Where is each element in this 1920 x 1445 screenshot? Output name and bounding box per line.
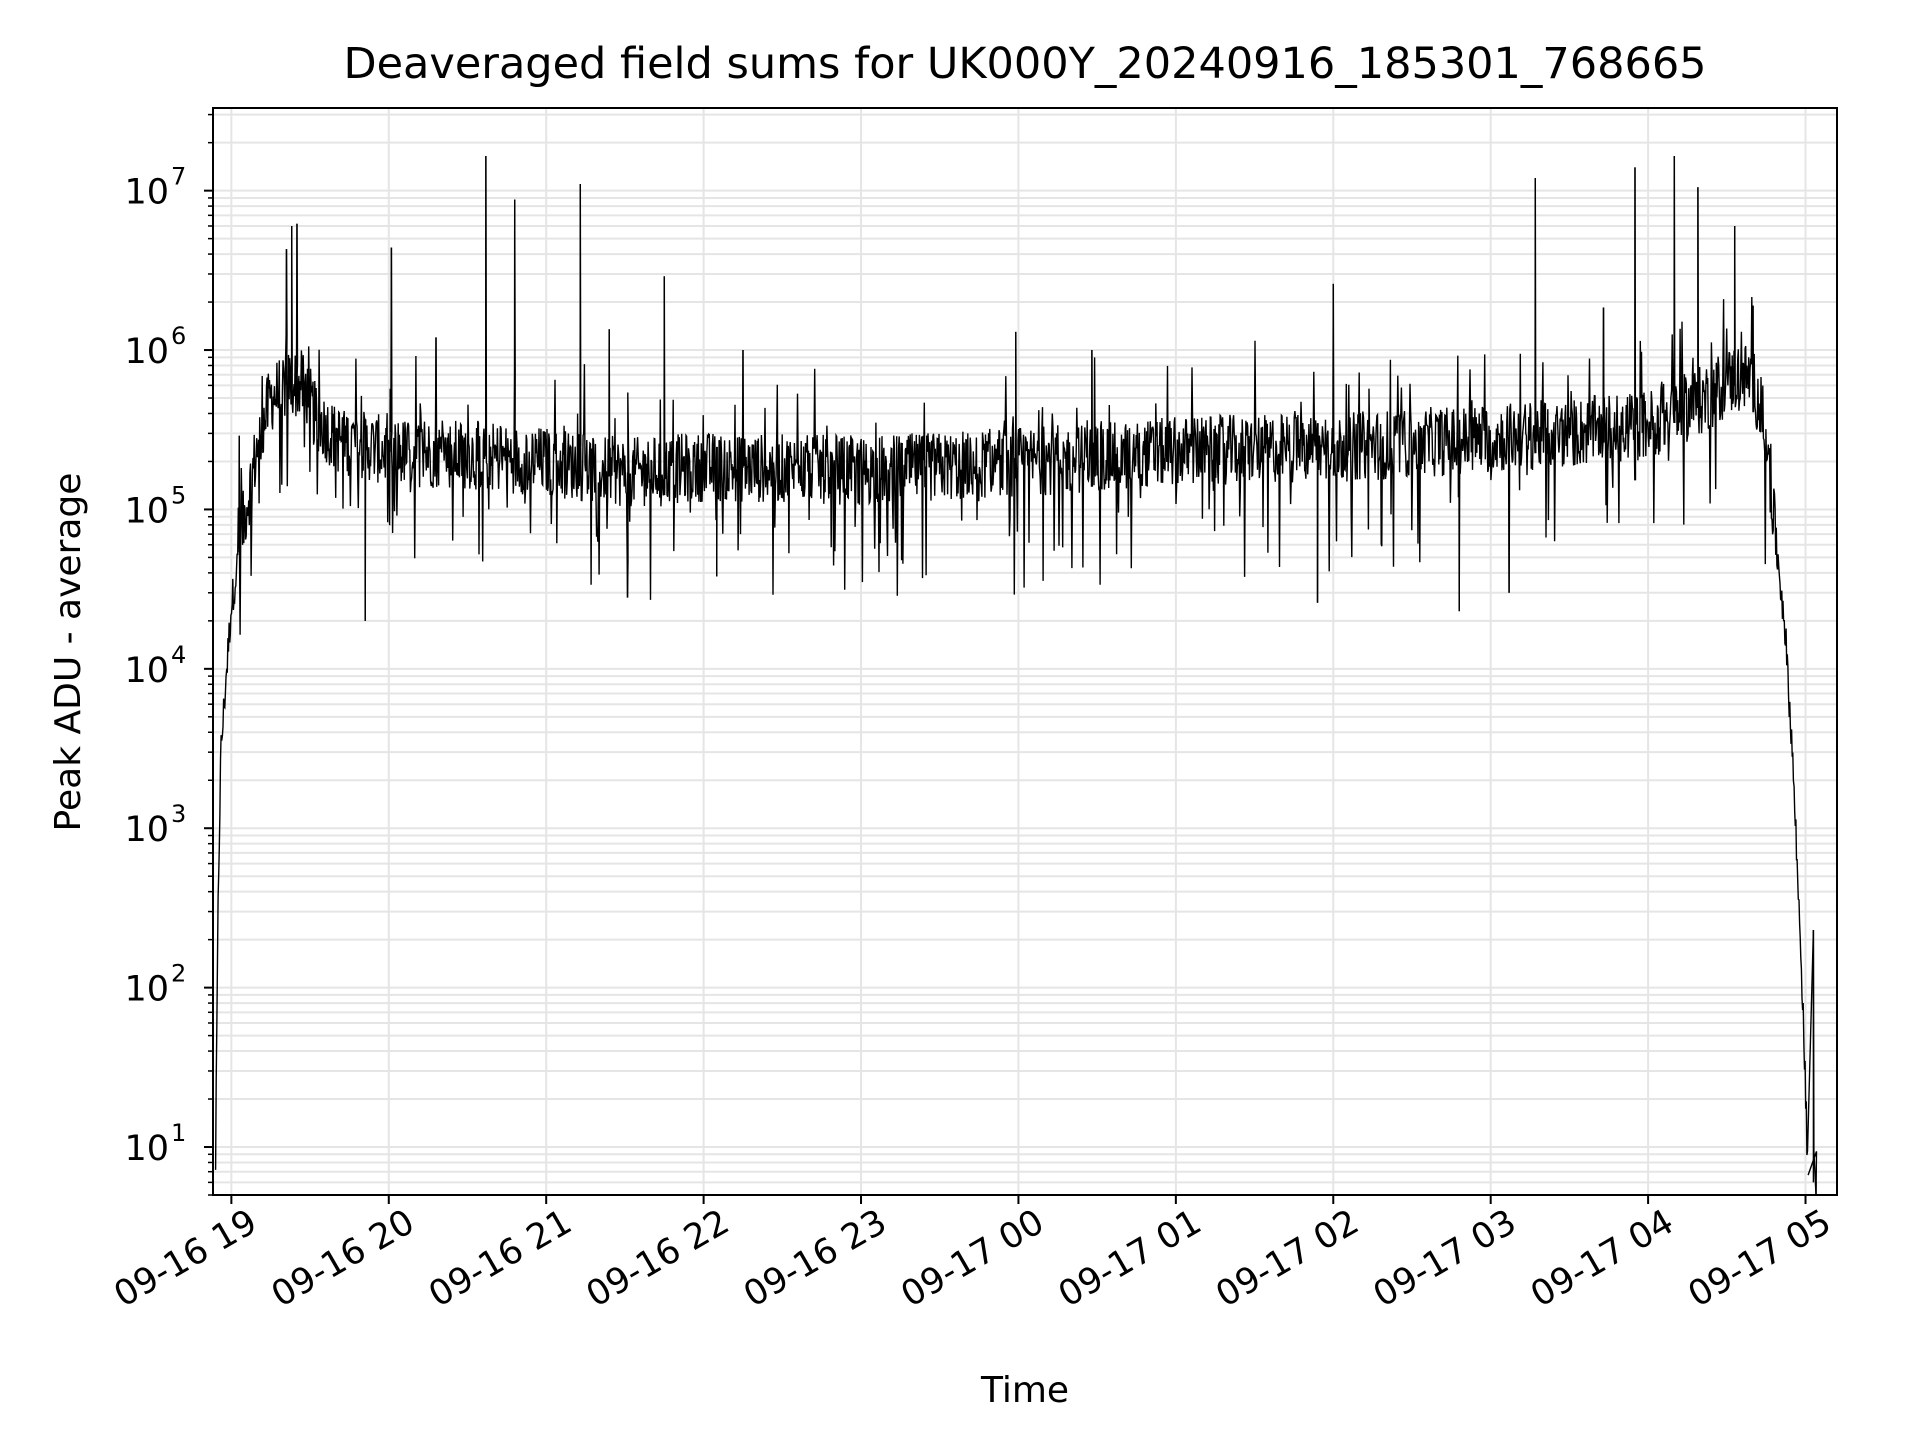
chart-title: Deaveraged field sums for UK000Y_2024091… bbox=[343, 39, 1706, 89]
y-tick-label: 10 bbox=[124, 332, 169, 372]
y-tick-label: 10 bbox=[124, 491, 169, 531]
y-tick-exponent: 7 bbox=[171, 163, 186, 191]
y-tick-exponent: 3 bbox=[171, 800, 186, 828]
y-tick-exponent: 4 bbox=[171, 641, 186, 669]
series-line bbox=[214, 155, 1818, 1195]
y-tick-label: 10 bbox=[124, 810, 169, 850]
y-tick-label: 10 bbox=[124, 970, 169, 1010]
series-layer bbox=[214, 155, 1818, 1195]
x-axis-label: Time bbox=[980, 1370, 1069, 1411]
y-tick-exponent: 6 bbox=[171, 322, 186, 350]
y-tick-label: 10 bbox=[124, 1129, 169, 1169]
y-axis-label: Peak ADU - average bbox=[48, 473, 89, 832]
y-tick-exponent: 5 bbox=[171, 481, 186, 509]
plot-frame bbox=[212, 107, 1838, 1196]
y-tick-exponent: 2 bbox=[171, 960, 186, 988]
y-tick-exponent: 1 bbox=[171, 1119, 186, 1147]
y-tick-label: 10 bbox=[124, 173, 169, 213]
y-tick-label: 10 bbox=[124, 651, 169, 691]
grid-layer bbox=[213, 108, 1837, 1196]
